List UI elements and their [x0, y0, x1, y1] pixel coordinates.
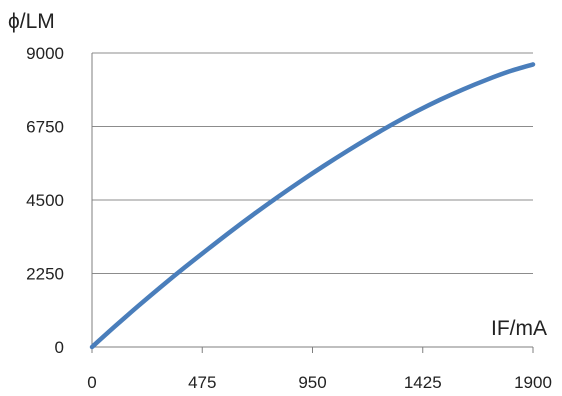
y-tick-label: 0	[55, 338, 64, 357]
x-tick-label: 475	[188, 373, 216, 392]
series-line	[89, 62, 536, 350]
tick-labels: 0 2250 4500 6750 9000 0 475 950 1425 1900	[26, 44, 552, 392]
x-axis-title: IF/mA	[491, 317, 547, 340]
grid	[92, 52, 533, 274]
x-tick-label: 0	[87, 373, 96, 392]
x-tick-label: 1425	[404, 373, 442, 392]
y-tick-label: 6750	[26, 118, 64, 137]
axes	[91, 53, 534, 353]
x-tick-label: 950	[298, 373, 326, 392]
y-axis-title: ϕ/LM	[8, 10, 55, 33]
y-tick-label: 4500	[26, 191, 64, 210]
y-tick-label: 2250	[26, 265, 64, 284]
series	[89, 62, 536, 350]
x-tick-label: 1900	[514, 373, 552, 392]
y-tick-label: 9000	[26, 44, 64, 63]
